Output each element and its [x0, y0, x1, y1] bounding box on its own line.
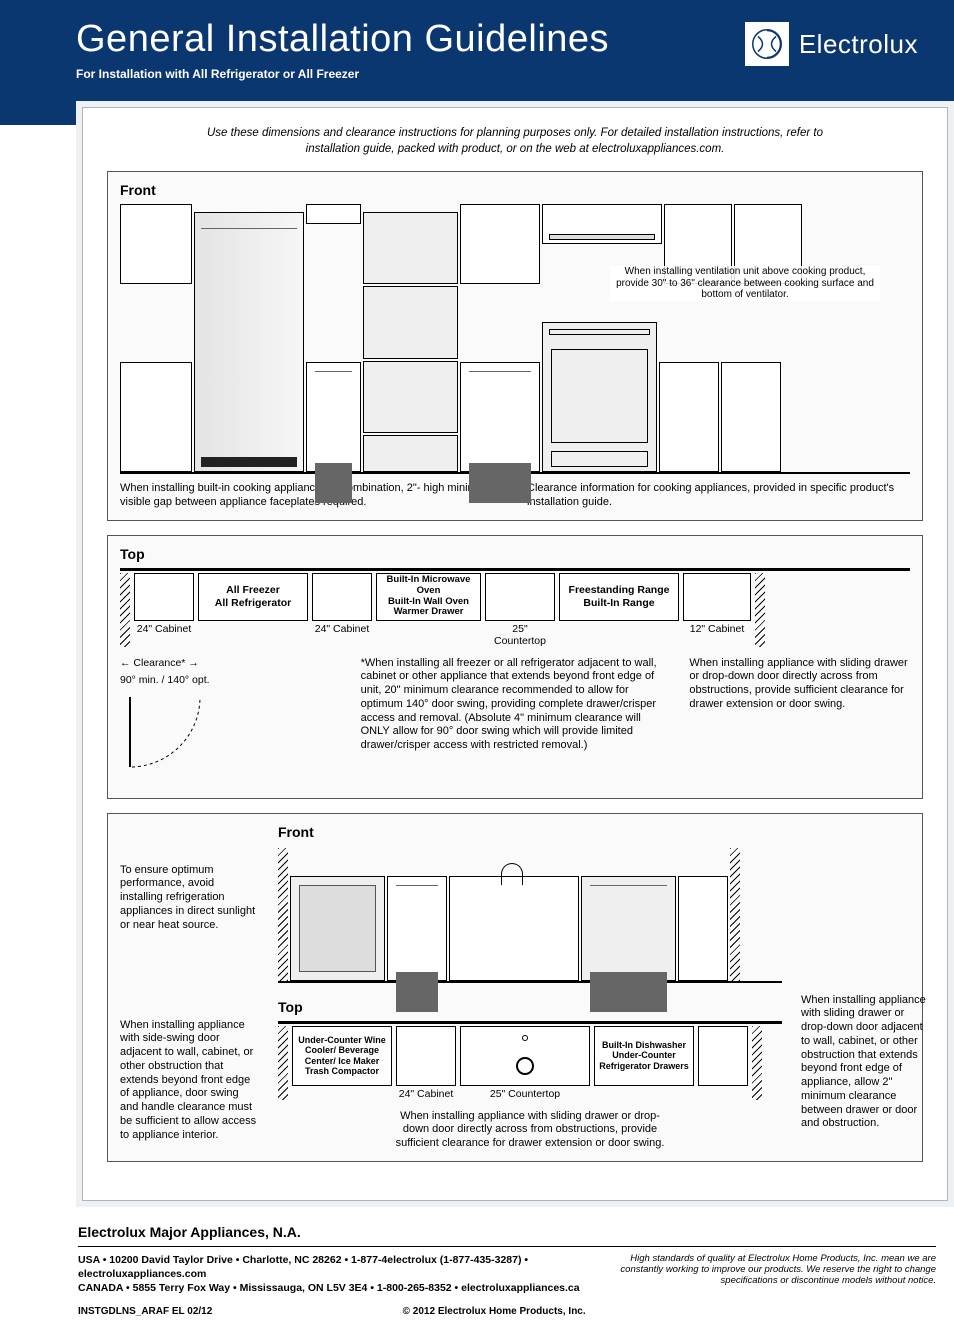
- caption-cooking-clearance: Clearance information for cooking applia…: [527, 482, 910, 510]
- view-label-top: Top: [120, 546, 910, 562]
- diagram-undercounter: When installing appliance with sliding d…: [107, 813, 923, 1162]
- footer-canada: CANADA • 5855 Terry Fox Way • Mississaug…: [78, 1281, 586, 1295]
- note-2in-clearance: When installing appliance with sliding d…: [801, 994, 926, 1132]
- label-clearance: Clearance*: [133, 657, 185, 669]
- footer-usa: USA • 10200 David Taylor Drive • Charlot…: [78, 1253, 586, 1281]
- label-24-cabinet-left: 24" Cabinet: [134, 621, 194, 635]
- label-25-countertop-2: 25" Countertop: [460, 1086, 590, 1100]
- diagram-front-kitchen: Front When installing ventilation unit a…: [107, 171, 923, 521]
- page-body: Use these dimensions and clearance instr…: [76, 101, 954, 1207]
- dishwasher-icon: [581, 876, 676, 981]
- faucet-icon: [501, 863, 523, 885]
- label-24-cabinet-2: 24" Cabinet: [396, 1086, 456, 1100]
- view-label-front-2: Front: [278, 824, 782, 840]
- note-drawer-clearance-2: When installing appliance with sliding d…: [390, 1110, 670, 1151]
- footer-copyright: © 2012 Electrolux Home Products, Inc.: [403, 1305, 586, 1319]
- door-swing-arc-icon: [120, 687, 210, 777]
- label-12-cabinet: 12" Cabinet: [683, 621, 751, 635]
- note-side-swing: When installing appliance with side-swin…: [120, 999, 260, 1143]
- footer-addresses: USA • 10200 David Taylor Drive • Charlot…: [78, 1253, 586, 1296]
- diagram-top-kitchen: Top 24" Cabinet All Freezer All Refriger…: [107, 535, 923, 799]
- label-24-cabinet-right: 24" Cabinet: [312, 621, 372, 635]
- fridge-icon: [194, 212, 304, 472]
- page-title: General Installation Guidelines: [76, 18, 745, 61]
- label-all-fridge: All Freezer All Refrigerator: [198, 573, 308, 621]
- note-drawer-clearance-1: When installing appliance with sliding d…: [689, 657, 910, 782]
- sink-drain-icon: [516, 1057, 534, 1075]
- view-label-top-2: Top: [278, 999, 782, 1015]
- ventilation-note: When installing ventilation unit above c…: [610, 266, 880, 301]
- label-door-swing: 90° min. / 140° opt.: [120, 674, 341, 687]
- label-wine-cooler: Under-Counter Wine Cooler/ Beverage Cent…: [292, 1026, 392, 1086]
- page-subtitle: For Installation with All Refrigerator o…: [76, 67, 745, 81]
- label-25-countertop: 25" Countertop: [485, 621, 555, 647]
- view-label-front: Front: [120, 182, 910, 198]
- range-icon: [542, 322, 657, 472]
- intro-note: Use these dimensions and clearance instr…: [195, 126, 835, 157]
- note-clearance-asterisk: *When installing all freezer or all refr…: [361, 657, 657, 752]
- wine-cooler-icon: [290, 876, 385, 981]
- footer-docid: INSTGDLNS_ARAF EL 02/12: [78, 1305, 212, 1319]
- label-dishwasher: Built-In Dishwasher Under-Counter Refrig…: [594, 1026, 694, 1086]
- label-range: Freestanding Range Built-In Range: [559, 573, 679, 621]
- brand-block: Electrolux: [745, 22, 918, 66]
- footer-disclaimer: High standards of quality at Electrolux …: [606, 1253, 936, 1296]
- electrolux-logo-icon: [745, 22, 789, 66]
- label-builtin-ovens: Built-In Microwave Oven Built-In Wall Ov…: [376, 573, 481, 621]
- footer: Electrolux Major Appliances, N.A. USA • …: [0, 1207, 954, 1339]
- note-sunlight: To ensure optimum performance, avoid ins…: [120, 824, 260, 933]
- caption-faceplate-gap: When installing built-in cooking applian…: [120, 482, 503, 510]
- brand-name: Electrolux: [799, 29, 918, 60]
